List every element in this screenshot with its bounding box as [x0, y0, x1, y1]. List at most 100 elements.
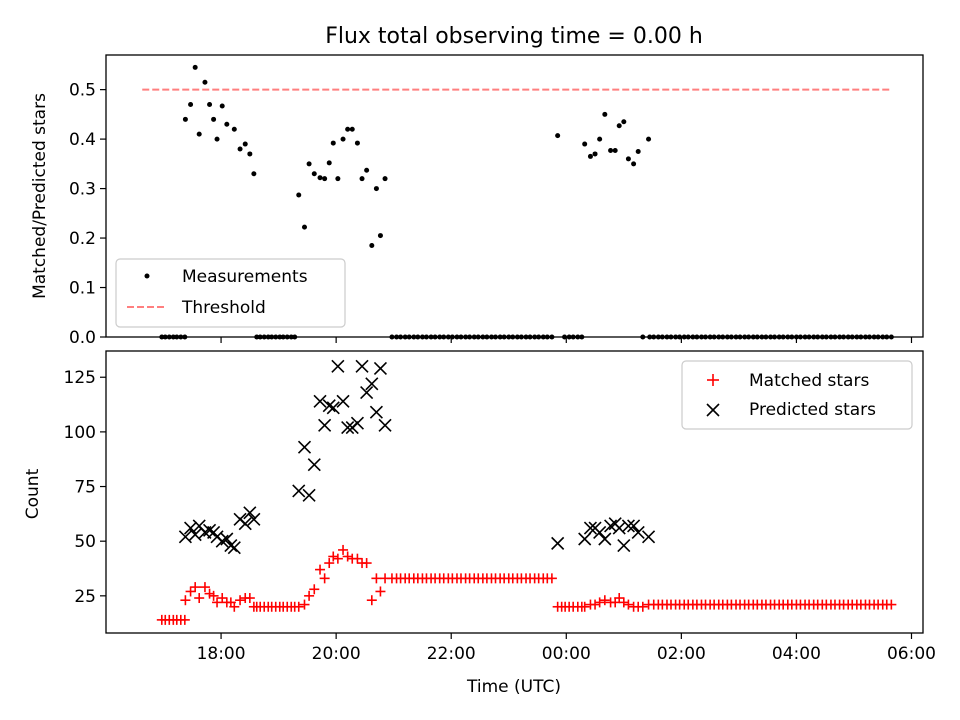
matched-stars-point: [179, 614, 190, 625]
measurements-point: [251, 171, 257, 177]
predicted-stars-point: [617, 538, 631, 553]
measurements-point: [555, 133, 561, 139]
predicted-stars-point: [355, 359, 369, 373]
legend-marker-matched-stars: [707, 374, 719, 386]
matched-stars-point: [352, 553, 363, 564]
measurements-point: [602, 111, 608, 117]
measurements-point: [345, 126, 351, 132]
x-tick-label: 02:00: [657, 644, 706, 664]
ratio-legend: Measurements Threshold: [115, 258, 346, 328]
count-y-tick-label: 25: [74, 587, 96, 607]
predicted-stars-point: [307, 458, 321, 472]
count-axes-frame: [105, 350, 924, 634]
measurements-point: [188, 101, 194, 107]
measurements-point: [646, 136, 652, 142]
matched-stars-point: [190, 582, 201, 593]
matched-stars-point: [293, 601, 304, 612]
legend-label-matched-stars: Matched stars: [749, 371, 869, 391]
measurements-point: [202, 79, 208, 85]
predicted-stars-point: [627, 519, 641, 533]
matched-stars-point: [319, 573, 330, 584]
predicted-stars-point: [302, 488, 316, 502]
measurements-point: [631, 161, 637, 167]
x-tick-label: 20:00: [312, 644, 361, 664]
measurements-point: [317, 175, 323, 181]
measurements-point: [582, 141, 588, 147]
ratio-y-axis-label: Matched/Predicted stars: [30, 93, 50, 299]
predicted-stars-point: [365, 377, 379, 391]
predicted-stars-point: [578, 532, 592, 546]
predicted-stars-point: [373, 361, 388, 376]
matched-stars-point: [229, 601, 240, 612]
measurements-point: [349, 126, 355, 132]
predicted-stars-point: [243, 506, 257, 520]
count-legend-frame: [681, 360, 913, 430]
matched-stars-point: [371, 573, 382, 584]
ratio-y-tick-label: 0.4: [69, 130, 96, 150]
legend-marker-predicted-stars: [706, 403, 720, 417]
count-axis-ticks: 25 50 75 100 125 18:00 20:00 22:00 00:00 02:00 04:…: [64, 368, 936, 664]
measurements-point: [224, 121, 230, 127]
measurements-point: [382, 176, 388, 182]
matched-stars-point: [328, 551, 339, 562]
matched-stars-point: [235, 595, 246, 606]
legend-label-measurements: Measurements: [182, 267, 308, 287]
legend-marker-measurements: [144, 273, 150, 279]
x-tick-label: 18:00: [197, 644, 246, 664]
ratio-panel: 0.0 0.1 0.2 0.3 0.4 0.5 Matched/Predicted sta…: [30, 54, 924, 348]
matched-stars-point: [180, 595, 191, 606]
count-plot-area: [156, 359, 897, 625]
ratio-y-tick-label: 0.1: [69, 279, 96, 299]
x-tick-label: 06:00: [887, 644, 936, 664]
matched-stars-point: [185, 586, 196, 597]
measurements-point: [621, 119, 627, 125]
count-y-tick-label: 100: [64, 423, 96, 443]
ratio-y-tick-label: 0.5: [69, 81, 96, 101]
x-tick-label: 22:00: [427, 644, 476, 664]
matched-stars-point: [590, 599, 601, 610]
measurements-point: [592, 151, 598, 157]
matched-stars-point: [886, 599, 897, 610]
ratio-axis-ticks: 0.0 0.1 0.2 0.3 0.4 0.5: [69, 81, 913, 348]
predicted-stars-point: [598, 532, 612, 546]
measurements-point: [354, 140, 360, 146]
measurements-point: [211, 116, 217, 122]
measurements-point: [242, 141, 248, 147]
measurements-point: [616, 123, 622, 129]
predicted-stars-point: [621, 519, 635, 533]
measurements-point: [377, 233, 383, 239]
matched-stars-point: [375, 586, 386, 597]
matched-stars-point: [199, 582, 210, 593]
predicted-stars-point: [369, 405, 383, 419]
count-panel: 25 50 75 100 125 18:00 20:00 22:00 00:00 02:00 04:…: [23, 350, 936, 697]
measurements-point: [214, 136, 220, 142]
predicted-stars-point: [583, 521, 598, 535]
chart-title: Flux total observing time = 0.00 h: [325, 24, 703, 49]
predicted-stars-point: [360, 385, 374, 400]
matched-stars-point: [212, 597, 223, 608]
x-axis-label: Time (UTC): [466, 677, 561, 697]
measurements-point: [364, 167, 370, 173]
matched-stars-point: [623, 599, 634, 610]
predicted-stars-point: [331, 359, 345, 373]
measurements-point: [340, 136, 346, 142]
count-y-axis-label: Count: [23, 468, 43, 519]
matched-stars-point: [324, 558, 335, 569]
matched-stars-point: [618, 597, 629, 608]
legend-label-threshold: Threshold: [181, 298, 266, 318]
measurements-point: [359, 176, 365, 182]
measurements-point: [192, 64, 198, 70]
x-tick-label: 00:00: [542, 644, 591, 664]
matched-stars-point: [194, 593, 205, 604]
matched-stars-point: [244, 593, 255, 604]
ratio-axes-frame: [105, 54, 924, 338]
count-legend: Matched stars Predicted stars: [681, 360, 913, 430]
count-y-tick-label: 125: [64, 368, 96, 388]
legend-label-predicted-stars: Predicted stars: [749, 400, 876, 420]
predicted-stars-point: [313, 394, 327, 408]
matched-stars-point: [315, 564, 326, 575]
measurements-point: [231, 126, 237, 132]
matched-stars-point: [366, 595, 377, 606]
measurements-point: [182, 116, 188, 122]
